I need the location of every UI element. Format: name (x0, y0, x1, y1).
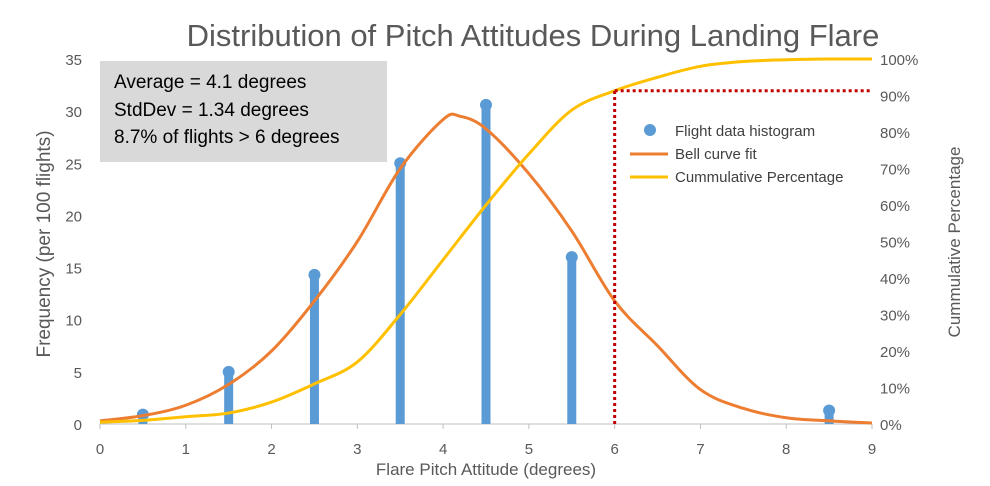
y2-tick-label: 20% (880, 344, 910, 361)
x-tick-label: 2 (267, 441, 275, 458)
threshold-marker (613, 89, 872, 424)
x-tick-label: 1 (182, 441, 190, 458)
x-tick-label: 7 (696, 441, 704, 458)
legend-cumulative-label: Cummulative Percentage (675, 169, 843, 186)
y2-tick-label: 50% (880, 235, 910, 252)
stats-box (100, 61, 387, 162)
y2-tick-label: 80% (880, 125, 910, 142)
y-axis-title: Frequency (per 100 flights) (34, 130, 55, 357)
right-axis-ticks: 0% 10% 20% 30% 40% 50% 60% 70% 80% 90% 100% (880, 52, 918, 434)
y-tick-label: 5 (74, 365, 82, 382)
cumulative-line (99, 57, 873, 424)
y2-tick-label: 30% (880, 308, 910, 325)
x-tick-label: 8 (782, 441, 790, 458)
y-tick-label: 10 (65, 313, 82, 330)
y-tick-label: 20 (65, 208, 82, 225)
chart-title: Distribution of Pitch Attitudes During L… (187, 18, 880, 53)
x-tick-label: 9 (868, 441, 876, 458)
histogram-point (823, 404, 836, 417)
y2-tick-label: 60% (880, 198, 910, 215)
stats-average: Average = 4.1 degrees (114, 72, 306, 93)
x-axis-title: Flare Pitch Attitude (degrees) (376, 460, 596, 479)
y-tick-label: 35 (65, 52, 82, 69)
stats-exceedance: 8.7% of flights > 6 degrees (114, 127, 340, 148)
x-tick-label: 0 (96, 441, 104, 458)
x-tick-label: 5 (525, 441, 533, 458)
y2-axis-title: Cummulative Percentage (945, 147, 964, 338)
legend-histogram-marker (644, 124, 656, 136)
y2-tick-label: 70% (880, 162, 910, 179)
y2-tick-label: 0% (880, 417, 902, 434)
legend-bell-label: Bell curve fit (675, 146, 758, 163)
y-tick-label: 30 (65, 104, 82, 121)
x-axis-ticks: 0 1 2 3 4 5 6 7 8 9 (96, 424, 876, 458)
y-tick-label: 25 (65, 156, 82, 173)
stats-stddev: StdDev = 1.34 degrees (114, 100, 309, 121)
x-tick-label: 4 (439, 441, 447, 458)
legend: Flight data histogram Bell curve fit Cum… (630, 123, 843, 186)
x-tick-label: 3 (353, 441, 361, 458)
y2-tick-label: 90% (880, 89, 910, 106)
legend-histogram-label: Flight data histogram (675, 123, 815, 140)
histogram-point (480, 98, 492, 111)
y2-tick-label: 40% (880, 271, 910, 288)
y2-tick-label: 10% (880, 381, 910, 398)
left-axis-ticks: 0 5 10 15 20 25 30 35 (65, 52, 82, 434)
bell-curve-line (99, 112, 873, 425)
histogram-point (222, 365, 235, 378)
histogram-point (308, 268, 321, 281)
histogram-point (565, 251, 578, 264)
y-tick-label: 15 (65, 261, 82, 278)
y-tick-label: 0 (74, 417, 82, 434)
y2-tick-label: 100% (880, 52, 918, 69)
x-tick-label: 6 (610, 441, 618, 458)
